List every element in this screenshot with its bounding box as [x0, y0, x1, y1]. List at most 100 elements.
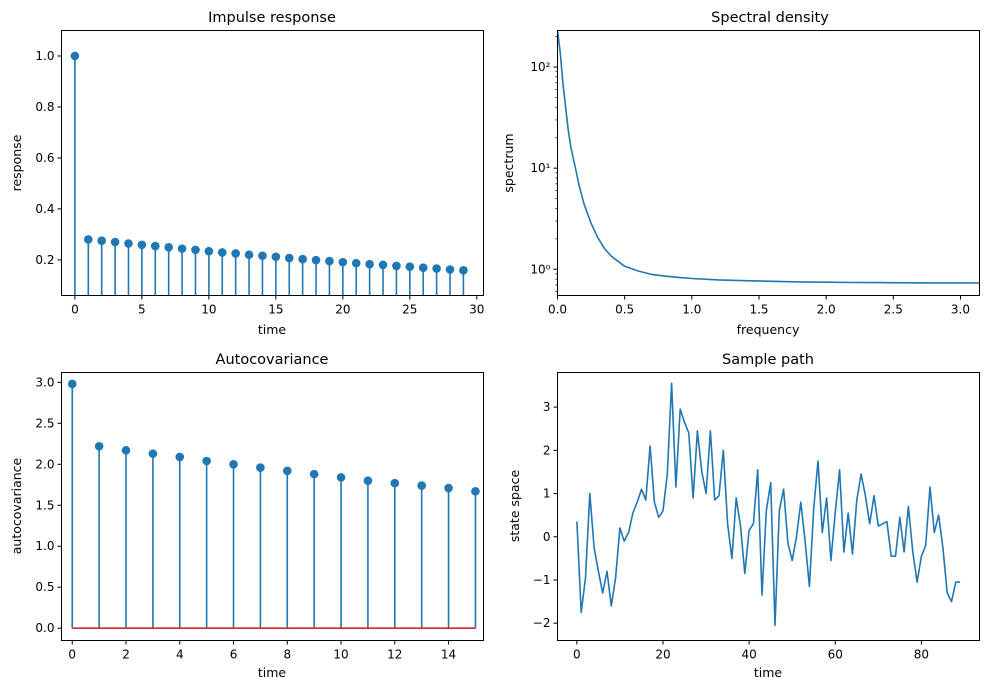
y-tick-label: 2	[543, 443, 551, 457]
y-tick-label: 10¹	[530, 161, 550, 175]
x-tick-label: 3.0	[951, 303, 970, 317]
stem-marker	[231, 249, 240, 258]
axes-frame	[557, 30, 980, 296]
y-tick-label: 0.4	[35, 202, 54, 216]
stem-marker	[336, 473, 346, 482]
stem-marker	[298, 254, 307, 264]
stem-marker	[363, 476, 373, 485]
y-tick-label: 0.0	[35, 621, 54, 635]
stem-marker	[271, 252, 281, 262]
x-tick-label: 2	[122, 648, 130, 662]
sample-path-panel: Sample path 0 20 40 60 80 −2 −1 0 1 2 3 time stat…	[507, 352, 980, 680]
x-tick-label: 1.5	[749, 303, 768, 317]
impulse-response-panel: Impulse response 0 5 10 15 20 25 30 0.20.40.60…	[9, 10, 484, 337]
stem-marker	[284, 253, 294, 263]
y-tick-label: 2.5	[35, 416, 54, 430]
stem-marker	[94, 441, 104, 451]
autocovariance-marks	[67, 379, 480, 630]
y-tick-label: 0	[543, 530, 551, 544]
y-tick-label: 1.0	[35, 539, 54, 553]
x-tick-label: 2.5	[884, 303, 903, 317]
y-tick-label: 0.5	[35, 580, 54, 594]
x-tick-label: 14	[441, 648, 456, 662]
x-axis-label: time	[258, 665, 287, 680]
stem-marker	[392, 261, 401, 271]
x-axis-label: time	[258, 322, 287, 337]
x-tick-label: 12	[387, 648, 402, 662]
x-axis-ticks: 0.0 0.5 1.0 1.5 2.0 2.5 3.0	[548, 295, 970, 317]
stem-marker	[405, 262, 415, 272]
y-axis-ticks: 10⁰ 10¹ 10²	[530, 36, 558, 293]
x-axis-label: time	[754, 665, 783, 680]
spectral-density-marks	[557, 30, 980, 284]
stem-marker	[67, 379, 77, 389]
axes-frame	[557, 372, 980, 641]
stem-marker	[378, 260, 388, 270]
stem-marker	[124, 239, 133, 248]
y-tick-label: 0.6	[35, 151, 54, 165]
stem-marker	[311, 255, 321, 265]
x-tick-label: 25	[402, 303, 417, 317]
chart-title: Spectral density	[711, 10, 829, 26]
x-tick-label: 20	[335, 303, 350, 317]
y-tick-label: 2.0	[35, 457, 54, 471]
spectral-density-panel: Spectral density 0.0 0.5 1.0 1.5 2.0 2.5 3.0 1…	[501, 10, 980, 337]
stem-marker	[325, 256, 334, 266]
stem-marker	[217, 248, 227, 257]
autocovariance-panel: Autocovariance 0 2 4 6 8 10 12 14 0.0 0.5 1.0 1.5 2…	[9, 352, 484, 680]
axes-frame	[61, 372, 484, 641]
stem-marker	[351, 258, 361, 268]
stem-marker	[256, 463, 265, 472]
x-axis-ticks: 0 20 40 60 80	[573, 640, 929, 662]
x-tick-label: 5	[138, 303, 146, 317]
x-axis-ticks: 0 2 4 6 8 10 12 14	[68, 640, 456, 662]
stem-marker	[191, 245, 200, 255]
sample-path-marks	[576, 382, 961, 627]
x-tick-label: 0.5	[615, 303, 634, 317]
stem-marker	[244, 250, 254, 260]
y-tick-label: −1	[533, 573, 551, 587]
stem-marker	[175, 452, 185, 462]
y-axis-label: state space	[507, 470, 522, 543]
x-tick-label: 6	[230, 648, 238, 662]
stem-marker	[365, 259, 374, 269]
y-tick-label: 3.0	[35, 375, 54, 389]
series-line	[557, 30, 980, 284]
y-axis-label: response	[9, 134, 24, 191]
stem-marker	[121, 446, 131, 455]
x-tick-label: 1.0	[682, 303, 701, 317]
stem-marker	[282, 466, 292, 476]
y-tick-label: 0.8	[35, 100, 54, 114]
stem-marker	[445, 265, 455, 274]
chart-title: Impulse response	[208, 10, 336, 26]
x-tick-label: 20	[655, 648, 670, 662]
stem-marker	[258, 251, 267, 261]
stem-marker	[83, 235, 93, 244]
stem-marker	[164, 243, 173, 252]
x-tick-label: 10	[201, 303, 216, 317]
y-tick-label: 1.5	[35, 498, 54, 512]
stem-marker	[459, 265, 468, 275]
x-tick-label: 8	[283, 648, 291, 662]
x-tick-label: 10	[333, 648, 348, 662]
stem-marker	[309, 469, 319, 479]
x-tick-label: 0	[573, 648, 581, 662]
y-axis-ticks: 0.0 0.5 1.0 1.5 2.0 2.5 3.0	[35, 375, 62, 635]
chart-title: Autocovariance	[216, 352, 329, 368]
stem-marker	[471, 487, 480, 496]
series-line	[576, 382, 961, 627]
stem-marker	[418, 263, 428, 273]
x-tick-label: 30	[469, 303, 484, 317]
x-tick-label: 40	[741, 648, 756, 662]
x-tick-label: 2.0	[817, 303, 836, 317]
y-tick-label: 0.2	[35, 253, 54, 267]
stem-marker	[202, 456, 211, 466]
y-tick-label: 3	[543, 400, 551, 414]
stem-marker	[177, 244, 187, 253]
y-tick-label: 10²	[530, 60, 550, 74]
y-axis-ticks: 0.2 0.4 0.6 0.8 1.0	[35, 49, 62, 267]
stem-marker	[110, 237, 120, 247]
y-tick-label: 1.0	[35, 49, 54, 63]
x-tick-label: 0	[71, 303, 79, 317]
stem-marker	[150, 241, 160, 251]
